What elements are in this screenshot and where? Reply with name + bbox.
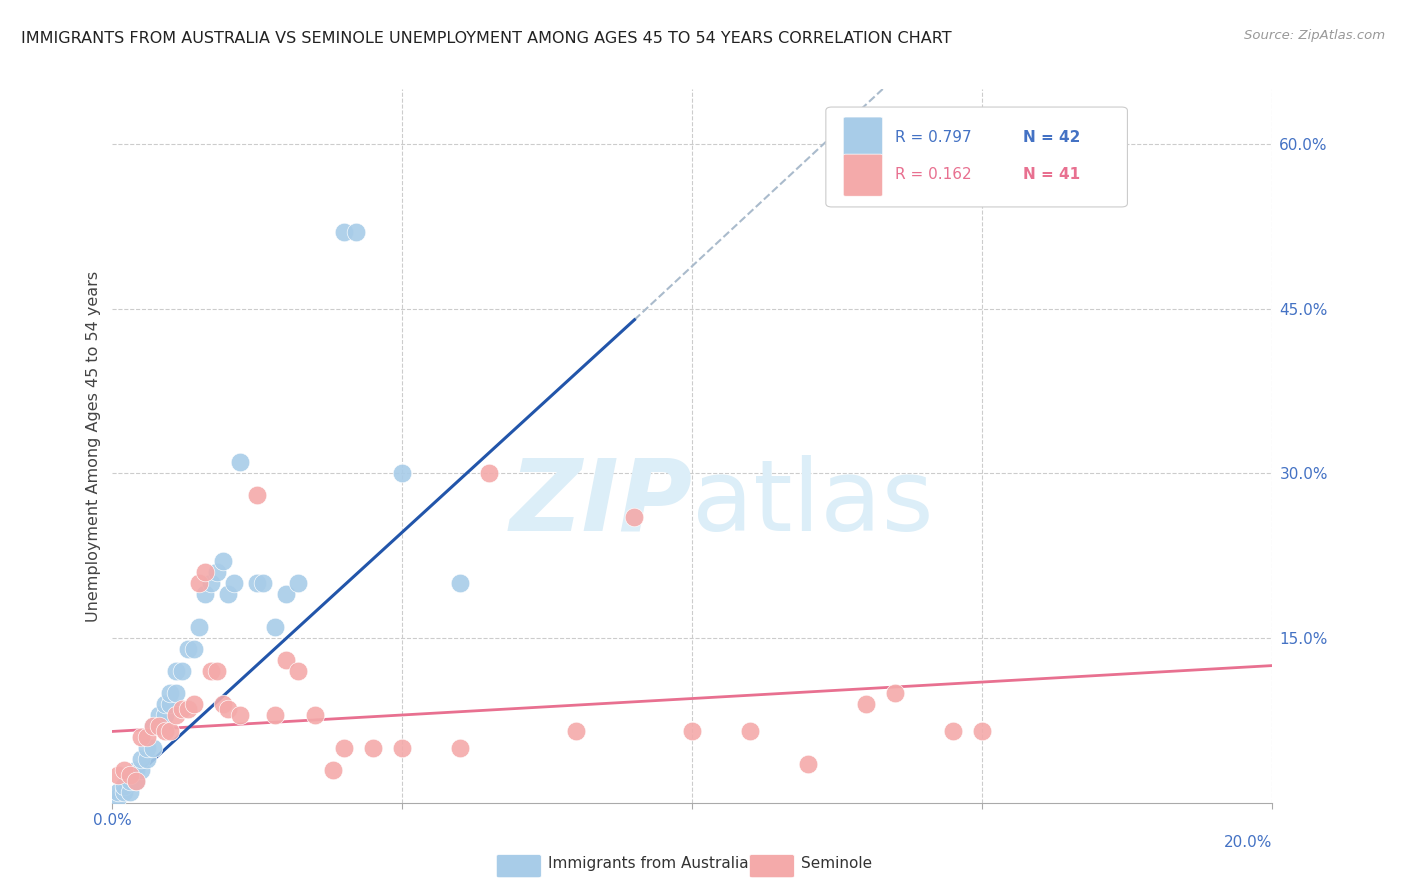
Text: Immigrants from Australia: Immigrants from Australia bbox=[548, 856, 749, 871]
Point bbox=[142, 740, 165, 755]
Point bbox=[172, 702, 194, 716]
Point bbox=[218, 702, 240, 716]
Point bbox=[205, 566, 228, 580]
Point bbox=[159, 724, 181, 739]
Point bbox=[188, 576, 211, 591]
Point bbox=[855, 697, 877, 711]
Point bbox=[165, 664, 187, 678]
Point bbox=[194, 587, 217, 601]
Point bbox=[131, 752, 153, 766]
Point bbox=[124, 773, 148, 788]
Point bbox=[287, 664, 309, 678]
Point bbox=[391, 467, 413, 481]
Point bbox=[304, 708, 326, 723]
Point bbox=[344, 225, 367, 239]
Point bbox=[118, 785, 141, 799]
Point bbox=[194, 566, 217, 580]
Point bbox=[363, 740, 385, 755]
Point bbox=[136, 730, 159, 744]
Point bbox=[740, 724, 762, 739]
Point bbox=[177, 702, 200, 716]
Point bbox=[153, 697, 176, 711]
Point bbox=[623, 510, 645, 524]
Point bbox=[391, 740, 413, 755]
Text: ZIP: ZIP bbox=[509, 455, 693, 551]
Point bbox=[211, 697, 233, 711]
Y-axis label: Unemployment Among Ages 45 to 54 years: Unemployment Among Ages 45 to 54 years bbox=[86, 270, 101, 622]
Point bbox=[142, 719, 165, 733]
Text: atlas: atlas bbox=[693, 455, 934, 551]
Point bbox=[148, 719, 170, 733]
Point bbox=[165, 708, 187, 723]
Point bbox=[322, 763, 344, 777]
Point bbox=[107, 790, 129, 805]
Text: IMMIGRANTS FROM AUSTRALIA VS SEMINOLE UNEMPLOYMENT AMONG AGES 45 TO 54 YEARS COR: IMMIGRANTS FROM AUSTRALIA VS SEMINOLE UN… bbox=[21, 31, 952, 46]
Point bbox=[124, 773, 148, 788]
Point bbox=[118, 768, 141, 782]
Point bbox=[118, 773, 141, 788]
Point bbox=[200, 664, 222, 678]
Point bbox=[124, 763, 148, 777]
Point bbox=[131, 763, 153, 777]
Point bbox=[172, 664, 194, 678]
Point bbox=[142, 719, 165, 733]
Point bbox=[159, 686, 181, 700]
Point bbox=[224, 576, 246, 591]
Point bbox=[884, 686, 907, 700]
Point bbox=[276, 653, 298, 667]
Point bbox=[177, 642, 200, 657]
Point bbox=[165, 686, 187, 700]
Point bbox=[107, 785, 129, 799]
Point bbox=[797, 757, 820, 772]
Point bbox=[159, 697, 181, 711]
Point bbox=[200, 576, 222, 591]
Text: R = 0.162: R = 0.162 bbox=[896, 168, 972, 182]
Point bbox=[136, 740, 159, 755]
Point bbox=[333, 740, 356, 755]
Point bbox=[264, 620, 287, 634]
Text: Source: ZipAtlas.com: Source: ZipAtlas.com bbox=[1244, 29, 1385, 42]
Point bbox=[276, 587, 298, 601]
Point bbox=[450, 576, 472, 591]
Point bbox=[153, 724, 176, 739]
Point bbox=[112, 763, 135, 777]
Point bbox=[264, 708, 287, 723]
Point bbox=[682, 724, 704, 739]
Point bbox=[188, 620, 211, 634]
Point bbox=[565, 724, 588, 739]
Text: 20.0%: 20.0% bbox=[1225, 835, 1272, 850]
Point bbox=[148, 719, 170, 733]
Point bbox=[205, 664, 228, 678]
Point bbox=[131, 730, 153, 744]
Point bbox=[246, 576, 269, 591]
FancyBboxPatch shape bbox=[844, 117, 883, 159]
Point bbox=[136, 752, 159, 766]
Text: N = 42: N = 42 bbox=[1024, 130, 1080, 145]
FancyBboxPatch shape bbox=[825, 107, 1128, 207]
Point bbox=[112, 785, 135, 799]
Point bbox=[183, 642, 205, 657]
Point bbox=[287, 576, 309, 591]
Point bbox=[972, 724, 994, 739]
Text: R = 0.797: R = 0.797 bbox=[896, 130, 972, 145]
Point bbox=[107, 768, 129, 782]
Point bbox=[333, 225, 356, 239]
Point bbox=[450, 740, 472, 755]
Point bbox=[153, 708, 176, 723]
Point bbox=[246, 488, 269, 502]
Point bbox=[112, 780, 135, 794]
Point bbox=[218, 587, 240, 601]
Text: N = 41: N = 41 bbox=[1024, 168, 1080, 182]
FancyBboxPatch shape bbox=[844, 154, 883, 196]
Point bbox=[229, 455, 252, 469]
Point bbox=[211, 554, 233, 568]
Point bbox=[942, 724, 965, 739]
Text: Seminole: Seminole bbox=[801, 856, 873, 871]
Point bbox=[183, 697, 205, 711]
Point bbox=[148, 708, 170, 723]
Point bbox=[478, 467, 501, 481]
Point bbox=[252, 576, 274, 591]
Point bbox=[229, 708, 252, 723]
